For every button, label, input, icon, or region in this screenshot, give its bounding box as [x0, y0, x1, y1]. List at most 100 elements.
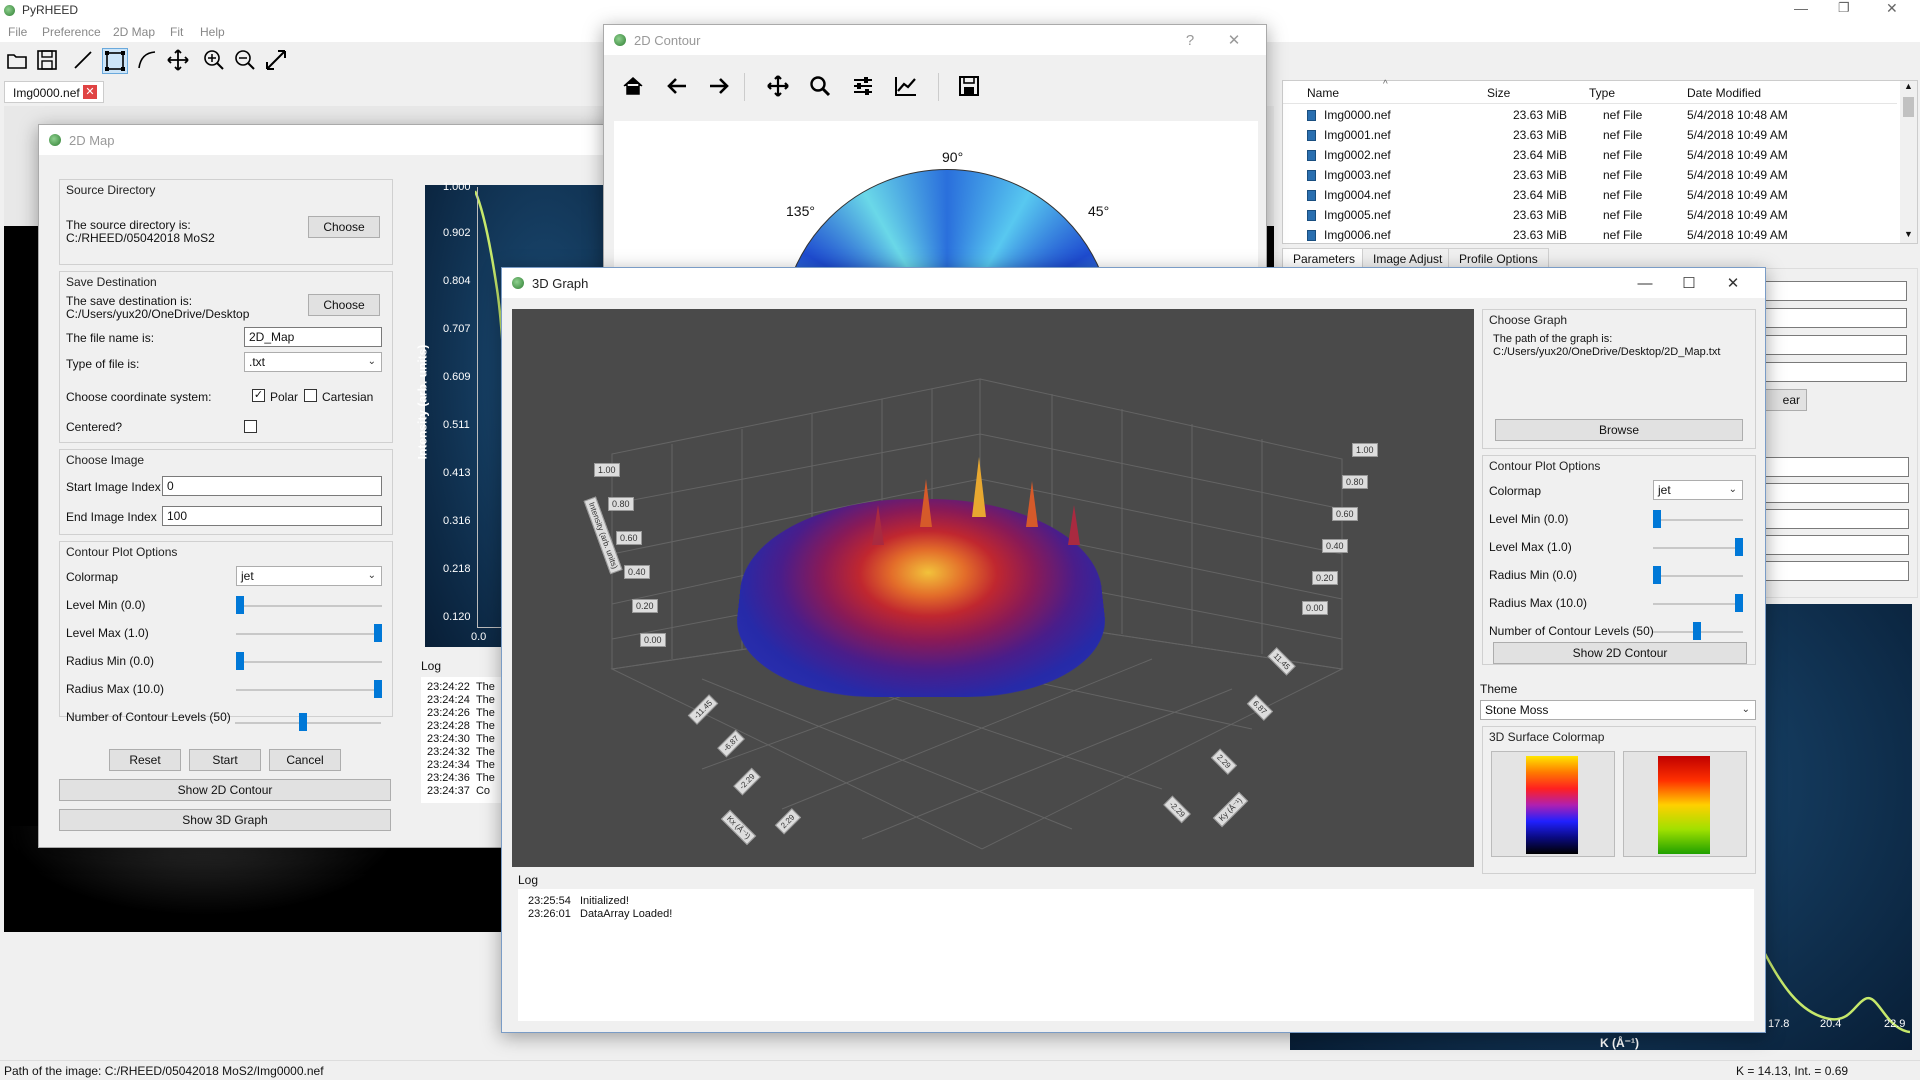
- contour-levels-slider[interactable]: [235, 722, 381, 724]
- menu-help[interactable]: Help: [200, 25, 225, 39]
- surface-3d-plot[interactable]: 1.00 0.80 0.60 0.40 0.20 0.00 Intensity …: [512, 309, 1474, 867]
- close-icon[interactable]: ✕: [1726, 275, 1740, 292]
- cartesian-checkbox[interactable]: [304, 389, 317, 402]
- choose-save-button[interactable]: Choose: [308, 294, 380, 316]
- slider-handle[interactable]: [299, 713, 307, 731]
- list-item[interactable]: Img0002.nef 23.64 MiB nef File 5/4/2018 …: [1307, 147, 1897, 167]
- theme-select[interactable]: Stone Moss ⌄: [1480, 700, 1756, 720]
- list-item[interactable]: Img0004.nef 23.64 MiB nef File 5/4/2018 …: [1307, 187, 1897, 207]
- polar-checkbox[interactable]: ✓: [252, 389, 265, 402]
- slider-handle[interactable]: [1735, 538, 1743, 556]
- move-icon[interactable]: [166, 48, 190, 72]
- list-item[interactable]: Img0005.nef 23.63 MiB nef File 5/4/2018 …: [1307, 207, 1897, 227]
- param-field[interactable]: [1763, 535, 1909, 555]
- forward-arrow-icon[interactable]: [708, 75, 730, 97]
- slider-handle[interactable]: [236, 652, 244, 670]
- radius-max-slider[interactable]: [236, 689, 382, 691]
- param-field[interactable]: [1763, 362, 1907, 382]
- minimize-icon[interactable]: —: [1794, 0, 1808, 16]
- image-tab[interactable]: Img0000.nef ✕: [4, 81, 104, 103]
- show-2d-contour-button[interactable]: Show 2D Contour: [59, 779, 391, 801]
- start-button[interactable]: Start: [189, 749, 261, 771]
- close-icon[interactable]: ✕: [1227, 32, 1241, 49]
- list-item[interactable]: Img0001.nef 23.63 MiB nef File 5/4/2018 …: [1307, 127, 1897, 147]
- colormap-select[interactable]: jet ⌄: [1653, 480, 1743, 500]
- level-max-slider[interactable]: [236, 633, 382, 635]
- param-field[interactable]: [1763, 281, 1907, 301]
- col-header-date[interactable]: Date Modified: [1687, 86, 1762, 100]
- radius-min-slider[interactable]: [236, 661, 382, 663]
- contour-plot[interactable]: 90° 135° 45°: [614, 121, 1258, 275]
- rectangle-tool-icon[interactable]: [102, 48, 128, 74]
- line-tool-icon[interactable]: [72, 49, 94, 71]
- back-arrow-icon[interactable]: [666, 75, 688, 97]
- radius-max-slider[interactable]: [1653, 603, 1743, 605]
- window-2d-map-titlebar[interactable]: 2D Map: [39, 125, 667, 155]
- menu-file[interactable]: File: [8, 25, 28, 39]
- file-type-select[interactable]: .txt ⌄: [244, 352, 382, 372]
- slider-handle[interactable]: [236, 596, 244, 614]
- tab-profile-options[interactable]: Profile Options: [1448, 248, 1549, 269]
- file-name-input[interactable]: 2D_Map: [244, 327, 382, 347]
- tab-image-adjust[interactable]: Image Adjust: [1362, 248, 1454, 269]
- configure-icon[interactable]: [852, 75, 874, 97]
- col-header-size[interactable]: Size: [1487, 86, 1511, 100]
- save-icon[interactable]: [958, 75, 980, 97]
- menu-2d-map[interactable]: 2D Map: [113, 25, 156, 39]
- param-field[interactable]: [1763, 483, 1909, 503]
- col-header-name[interactable]: Name: [1307, 86, 1340, 100]
- zoom-icon[interactable]: [809, 75, 831, 97]
- cancel-button[interactable]: Cancel: [269, 749, 341, 771]
- close-tab-icon[interactable]: ✕: [83, 85, 97, 99]
- param-field[interactable]: [1763, 561, 1909, 581]
- open-folder-icon[interactable]: [6, 50, 28, 70]
- param-field[interactable]: [1763, 509, 1909, 529]
- scroll-up-icon[interactable]: ▲: [1904, 81, 1913, 91]
- save-icon[interactable]: [36, 49, 58, 71]
- choose-source-button[interactable]: Choose: [308, 216, 380, 238]
- param-field[interactable]: [1763, 457, 1909, 477]
- level-min-slider[interactable]: [236, 605, 382, 607]
- colormap-select[interactable]: jet ⌄: [236, 566, 382, 586]
- arc-tool-icon[interactable]: [136, 49, 158, 71]
- list-item[interactable]: Img0006.nef 23.63 MiB nef File 5/4/2018 …: [1307, 227, 1897, 247]
- slider-handle[interactable]: [374, 624, 382, 642]
- window-3d-graph-titlebar[interactable]: 3D Graph — ☐ ✕: [502, 268, 1765, 298]
- restore-icon[interactable]: ❐: [1838, 0, 1850, 15]
- home-icon[interactable]: [622, 75, 644, 97]
- clear-button[interactable]: ear: [1763, 389, 1807, 411]
- minimize-icon[interactable]: —: [1637, 274, 1653, 292]
- colormap-option-rgy[interactable]: [1623, 751, 1747, 857]
- end-index-input[interactable]: 100: [162, 506, 382, 526]
- reset-button[interactable]: Reset: [109, 749, 181, 771]
- slider-handle[interactable]: [1735, 594, 1743, 612]
- colormap-option-jet[interactable]: [1491, 751, 1615, 857]
- window-2d-contour-titlebar[interactable]: 2D Contour ? ✕: [604, 25, 1266, 55]
- param-field[interactable]: [1763, 308, 1907, 328]
- level-max-slider[interactable]: [1653, 547, 1743, 549]
- list-item[interactable]: Img0000.nef 23.63 MiB nef File 5/4/2018 …: [1307, 107, 1897, 127]
- param-field[interactable]: [1763, 335, 1907, 355]
- show-3d-graph-button[interactable]: Show 3D Graph: [59, 809, 391, 831]
- file-list-scrollbar[interactable]: ▲ ▼: [1900, 81, 1917, 243]
- zoom-in-icon[interactable]: [203, 49, 225, 71]
- help-icon[interactable]: ?: [1185, 31, 1195, 49]
- start-index-input[interactable]: 0: [162, 476, 382, 496]
- close-icon[interactable]: ✕: [1886, 0, 1898, 16]
- menu-preference[interactable]: Preference: [42, 25, 101, 39]
- zoom-out-icon[interactable]: [234, 49, 256, 71]
- col-header-type[interactable]: Type: [1589, 86, 1616, 100]
- scroll-down-icon[interactable]: ▼: [1904, 229, 1913, 239]
- browse-button[interactable]: Browse: [1495, 419, 1743, 441]
- log-area[interactable]: 23:25:54 Initialized! 23:26:01 DataArray…: [518, 889, 1754, 1021]
- slider-handle[interactable]: [1653, 566, 1661, 584]
- list-item[interactable]: Img0003.nef 23.63 MiB nef File 5/4/2018 …: [1307, 167, 1897, 187]
- centered-checkbox[interactable]: [244, 420, 257, 433]
- level-min-slider[interactable]: [1653, 519, 1743, 521]
- radius-min-slider[interactable]: [1653, 575, 1743, 577]
- edit-curve-icon[interactable]: [894, 75, 918, 97]
- slider-handle[interactable]: [1693, 622, 1701, 640]
- menu-fit[interactable]: Fit: [170, 25, 184, 39]
- fit-window-icon[interactable]: [264, 48, 288, 72]
- tab-parameters[interactable]: Parameters: [1282, 248, 1367, 269]
